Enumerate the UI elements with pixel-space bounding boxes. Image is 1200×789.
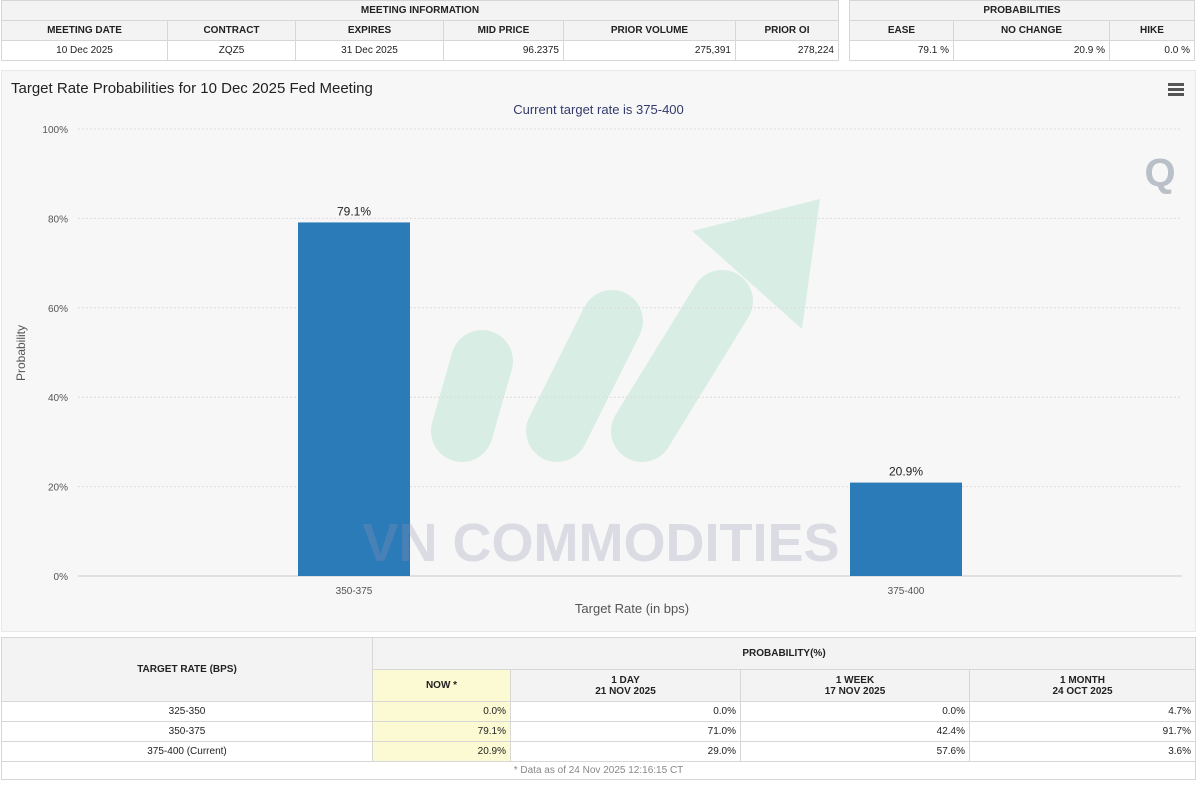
x-axis-label: Target Rate (in bps) <box>575 601 689 616</box>
one-day-cell: 29.0% <box>510 741 741 762</box>
one-month-cell: 91.7% <box>969 721 1196 742</box>
probabilities-header: PROBABILITIES <box>849 0 1195 21</box>
col-1-day: 1 DAY 21 NOV 2025 <box>510 669 741 702</box>
col-mid-price: MID PRICE <box>443 20 564 41</box>
one-week-cell: 0.0% <box>740 701 970 722</box>
chart-subtitle: Current target rate is 375-400 <box>513 102 684 117</box>
bars-group: 79.1% 20.9% <box>298 204 962 576</box>
watermark-graphic <box>431 199 820 462</box>
col-meeting-date: MEETING DATE <box>1 20 168 41</box>
one-day-cell: 71.0% <box>510 721 741 742</box>
expires-value: 31 Dec 2025 <box>295 40 444 61</box>
chart-title: Target Rate Probabilities for 10 Dec 202… <box>11 80 373 97</box>
y-tick-label: 20% <box>48 483 68 494</box>
meeting-information-header: MEETING INFORMATION <box>1 0 839 21</box>
no-change-value: 20.9 % <box>953 40 1110 61</box>
col-prior-oi: PRIOR OI <box>735 20 839 41</box>
logo-letter: Q <box>1144 151 1175 195</box>
contract-value: ZQZ5 <box>167 40 296 61</box>
one-month-cell: 3.6% <box>969 741 1196 762</box>
meeting-date-value: 10 Dec 2025 <box>1 40 168 61</box>
y-tick-label: 0% <box>54 572 69 583</box>
col-contract: CONTRACT <box>167 20 296 41</box>
chart-panel: 79.1% 20.9% VN COMMODITIES Q 0% 20% 40% 60% 8… <box>1 70 1196 632</box>
table-row: 325-350 0.0% 0.0% 0.0% 4.7% <box>1 701 1196 722</box>
bar-value-label: 79.1% <box>337 204 371 218</box>
bar[interactable] <box>298 222 410 576</box>
col-hike: HIKE <box>1109 20 1195 41</box>
one-week-cell: 57.6% <box>740 741 970 762</box>
col-1-month: 1 MONTH 24 OCT 2025 <box>969 669 1196 702</box>
meeting-information-table: MEETING INFORMATION MEETING DATE CONTRAC… <box>1 0 839 61</box>
watermark-text: VN COMMODITIES <box>362 513 839 573</box>
hamburger-menu-icon[interactable] <box>1168 83 1184 97</box>
one-day-cell: 0.0% <box>510 701 741 722</box>
rate-cell: 350-375 <box>1 721 373 742</box>
bar-chart: 79.1% 20.9% VN COMMODITIES Q 0% 20% 40% 60% 8… <box>14 125 1182 616</box>
grid-lines <box>78 128 1182 577</box>
bar[interactable] <box>850 482 962 576</box>
one-month-cell: 4.7% <box>969 701 1196 722</box>
one-week-cell: 42.4% <box>740 721 970 742</box>
y-axis-ticks: 0% 20% 40% 60% 80% 100% <box>42 125 68 583</box>
x-tick-label: 375-400 <box>888 586 925 597</box>
table-row: 375-400 (Current) 20.9% 29.0% 57.6% 3.6% <box>1 741 1196 762</box>
rate-cell: 375-400 (Current) <box>1 741 373 762</box>
target-rate-header: TARGET RATE (BPS) <box>1 637 373 702</box>
hike-value: 0.0 % <box>1109 40 1195 61</box>
probabilities-table: PROBABILITIES EASE NO CHANGE HIKE 79.1 %… <box>849 0 1195 61</box>
ease-value: 79.1 % <box>849 40 954 61</box>
col-ease: EASE <box>849 20 954 41</box>
now-cell: 20.9% <box>372 741 511 762</box>
bar-value-label: 20.9% <box>889 465 923 479</box>
now-cell: 79.1% <box>372 721 511 742</box>
col-1-week: 1 WEEK 17 NOV 2025 <box>740 669 970 702</box>
y-axis-label: Probability <box>14 325 28 381</box>
col-prior-volume: PRIOR VOLUME <box>563 20 736 41</box>
probability-header: PROBABILITY(%) <box>372 637 1196 670</box>
prior-oi-value: 278,224 <box>735 40 839 61</box>
rate-cell: 325-350 <box>1 701 373 722</box>
x-axis-ticks: 350-375 375-400 <box>336 586 925 597</box>
mid-price-value: 96.2375 <box>443 40 564 61</box>
y-tick-label: 40% <box>48 393 68 404</box>
col-expires: EXPIRES <box>295 20 444 41</box>
table-row: 350-375 79.1% 71.0% 42.4% 91.7% <box>1 721 1196 742</box>
target-rate-probability-table: TARGET RATE (BPS) PROBABILITY(%) NOW * 1… <box>1 637 1196 780</box>
footnote: * Data as of 24 Nov 2025 12:16:15 CT <box>1 761 1196 780</box>
y-tick-label: 60% <box>48 304 68 315</box>
prior-volume-value: 275,391 <box>563 40 736 61</box>
y-tick-label: 100% <box>42 125 68 136</box>
now-cell: 0.0% <box>372 701 511 722</box>
col-no-change: NO CHANGE <box>953 20 1110 41</box>
x-tick-label: 350-375 <box>336 586 373 597</box>
y-tick-label: 80% <box>48 214 68 225</box>
col-now: NOW * <box>372 669 511 702</box>
